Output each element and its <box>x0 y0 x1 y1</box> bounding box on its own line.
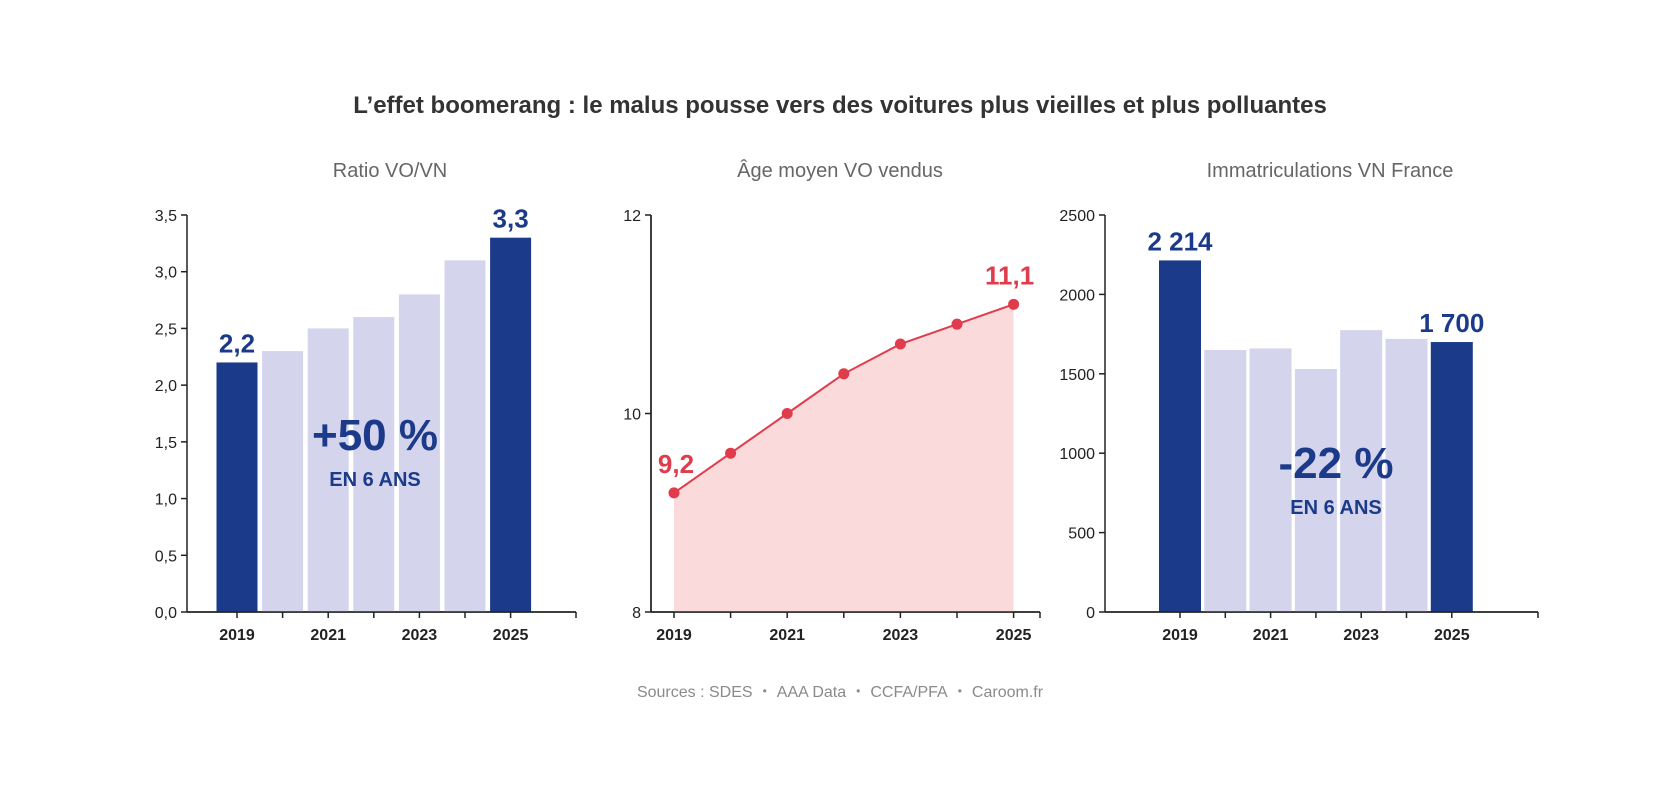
bar-2023 <box>398 294 440 612</box>
chart2-title: Âge moyen VO vendus <box>737 160 943 182</box>
source-1: Sources : SDES <box>636 684 753 701</box>
bar-2022 <box>1294 369 1337 612</box>
data-point-2024 <box>951 318 963 330</box>
y-tick-label: 1000 <box>1059 446 1095 463</box>
bar-2021 <box>307 328 349 612</box>
bar-2020 <box>262 351 304 612</box>
y-tick-label: 2500 <box>1059 208 1095 225</box>
bar-2019 <box>216 362 258 612</box>
chart3-title: Immatriculations VN France <box>1206 160 1454 182</box>
x-tick-label: 2019 <box>656 627 692 644</box>
x-tick-label: 2025 <box>1434 627 1470 644</box>
bar-2020 <box>1204 349 1247 612</box>
source-3: CCFA/PFA <box>870 684 948 701</box>
y-tick-label: 2,0 <box>155 378 177 395</box>
x-tick-label: 2019 <box>1162 627 1198 644</box>
y-tick-label: 2000 <box>1059 287 1095 304</box>
data-label-2025: 11,1 <box>985 260 1034 290</box>
bar-2022 <box>353 317 395 612</box>
separator-dot: • <box>957 684 962 698</box>
area-fill <box>674 304 1014 612</box>
y-tick-label: 0 <box>1086 605 1095 622</box>
data-label-2019: 9,2 <box>658 449 694 479</box>
y-tick-label: 500 <box>1068 526 1095 543</box>
y-tick-label: 12 <box>623 208 641 225</box>
chart1-title: Ratio VO/VN <box>332 160 448 182</box>
data-label-2025: 3,3 <box>493 204 529 234</box>
y-tick-label: 1500 <box>1059 367 1095 384</box>
data-label-2019: 2 214 <box>1147 226 1213 256</box>
bar-2023 <box>1340 330 1383 612</box>
annotation-big: -22 % <box>1279 439 1394 488</box>
separator-dot: • <box>762 684 767 698</box>
separator-dot: • <box>856 684 861 698</box>
y-tick-label: 1,0 <box>155 492 177 509</box>
bar-2025 <box>1430 342 1473 612</box>
sources-line: Sources : SDES • AAA Data • CCFA/PFA • Caroom.… <box>0 684 1680 702</box>
bar-2025 <box>490 237 532 612</box>
x-tick-label: 2019 <box>219 627 255 644</box>
y-tick-label: 3,0 <box>155 265 177 282</box>
annotation-small: EN 6 ANS <box>329 469 421 491</box>
x-tick-label: 2023 <box>1343 627 1379 644</box>
x-tick-label: 2021 <box>310 627 346 644</box>
annotation-small: EN 6 ANS <box>1290 497 1382 519</box>
y-tick-label: 3,5 <box>155 208 177 225</box>
annotation-big: +50 % <box>312 411 438 460</box>
data-point-2020 <box>725 447 737 459</box>
bar-2021 <box>1249 348 1292 612</box>
y-tick-label: 2,5 <box>155 321 177 338</box>
x-tick-label: 2021 <box>1253 627 1289 644</box>
x-tick-label: 2025 <box>493 627 529 644</box>
bar-2024 <box>444 260 486 612</box>
data-point-2023 <box>894 338 906 350</box>
y-tick-label: 0,5 <box>155 548 177 565</box>
y-tick-label: 8 <box>632 605 641 622</box>
x-tick-label: 2023 <box>402 627 438 644</box>
data-label-2025: 1 700 <box>1419 308 1484 338</box>
source-2: AAA Data <box>776 684 847 701</box>
chart-main-title: L’effet boomerang : le malus pousse vers… <box>353 92 1327 119</box>
source-4: Caroom.fr <box>971 684 1044 701</box>
x-tick-label: 2023 <box>883 627 919 644</box>
y-tick-label: 10 <box>623 407 641 424</box>
bar-2024 <box>1385 338 1428 612</box>
x-tick-label: 2021 <box>769 627 805 644</box>
data-point-2021 <box>781 408 793 419</box>
data-point-2022 <box>838 368 850 380</box>
data-label-2019: 2,2 <box>219 328 255 358</box>
data-point-2025 <box>1008 298 1020 310</box>
y-tick-label: 0,0 <box>155 605 177 622</box>
data-point-2019 <box>668 487 680 499</box>
x-tick-label: 2025 <box>996 627 1032 644</box>
y-tick-label: 1,5 <box>155 435 177 452</box>
bar-2019 <box>1159 260 1201 612</box>
